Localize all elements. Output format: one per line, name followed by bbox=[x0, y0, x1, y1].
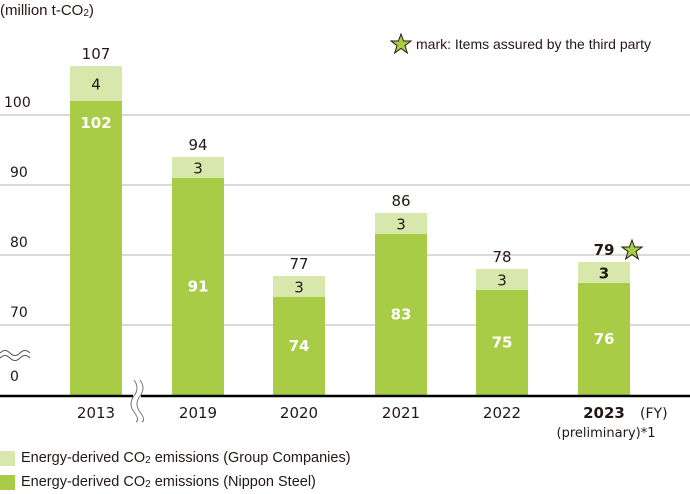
axis-break-y bbox=[0, 350, 31, 361]
total-label: 94 bbox=[188, 136, 207, 154]
nippon-value-label: 75 bbox=[492, 334, 513, 352]
total-label: 77 bbox=[289, 255, 308, 273]
group-value-label: 3 bbox=[497, 272, 507, 290]
y-axis-unit-label: (million t-CO2) bbox=[0, 2, 94, 19]
x-tick-label: 2022 bbox=[483, 404, 521, 422]
assured-star-icon bbox=[620, 238, 644, 261]
y-tick-label: 100 bbox=[4, 95, 31, 111]
group-value-label: 3 bbox=[599, 265, 609, 283]
x-tick-sublabel: (preliminary)*1 bbox=[557, 426, 656, 440]
bar-group-companies bbox=[578, 262, 630, 283]
nippon-value-label: 83 bbox=[391, 306, 412, 324]
nippon-value-label: 76 bbox=[594, 330, 615, 348]
nippon-value-label: 91 bbox=[188, 278, 209, 296]
bar-chart: 0 70 80 90 100 107 4 102 2013 94 3 91 2019 77 3 74 2020 8… bbox=[0, 45, 690, 440]
bar-nippon-steel bbox=[476, 290, 528, 395]
total-label: 78 bbox=[492, 248, 511, 266]
bar-group-companies bbox=[476, 269, 528, 290]
axis-break-x bbox=[130, 379, 145, 423]
bar-group-companies bbox=[375, 213, 427, 234]
group-value-label: 3 bbox=[294, 279, 304, 297]
y-tick-label: 90 bbox=[10, 165, 28, 181]
x-tick-label: 2020 bbox=[280, 404, 318, 422]
bar-nippon-steel bbox=[578, 283, 630, 395]
nippon-value-label: 102 bbox=[80, 114, 111, 132]
group-value-label: 3 bbox=[396, 216, 406, 234]
bar-nippon-steel bbox=[375, 234, 427, 395]
group-value-label: 4 bbox=[91, 76, 101, 94]
total-label: 86 bbox=[391, 192, 410, 210]
x-tick-label: 2019 bbox=[179, 404, 217, 422]
bar-group-companies bbox=[273, 276, 325, 297]
x-axis-unit-label: (FY) bbox=[640, 406, 668, 422]
legend-swatch-nippon bbox=[0, 474, 15, 490]
bar-group-companies bbox=[70, 66, 122, 101]
bar-nippon-steel bbox=[70, 101, 122, 395]
group-value-label: 3 bbox=[193, 160, 203, 178]
assurance-note: mark: Items assured by the third party bbox=[390, 33, 651, 55]
y-tick-label: 0 bbox=[10, 369, 19, 385]
nippon-value-label: 74 bbox=[289, 337, 310, 355]
assurance-note-text: mark: Items assured by the third party bbox=[416, 36, 651, 52]
total-label: 79 bbox=[594, 241, 615, 259]
bar-nippon-steel bbox=[273, 297, 325, 395]
y-tick-label: 70 bbox=[10, 305, 28, 321]
legend-item-group-companies: Energy-derived CO2 emissions (Group Comp… bbox=[0, 450, 351, 466]
bar-group-companies bbox=[172, 157, 224, 178]
x-tick-label: 2013 bbox=[77, 404, 115, 422]
total-label: 107 bbox=[82, 45, 111, 63]
y-tick-label: 80 bbox=[10, 235, 28, 251]
legend-item-nippon-steel: Energy-derived CO2 emissions (Nippon Ste… bbox=[0, 474, 316, 490]
legend-swatch-group bbox=[0, 450, 15, 466]
axis-break-x-gap bbox=[133, 380, 141, 420]
star-icon bbox=[390, 33, 412, 55]
bar-nippon-steel bbox=[172, 178, 224, 395]
x-tick-label: 2023 bbox=[583, 404, 625, 422]
x-tick-label: 2021 bbox=[382, 404, 420, 422]
